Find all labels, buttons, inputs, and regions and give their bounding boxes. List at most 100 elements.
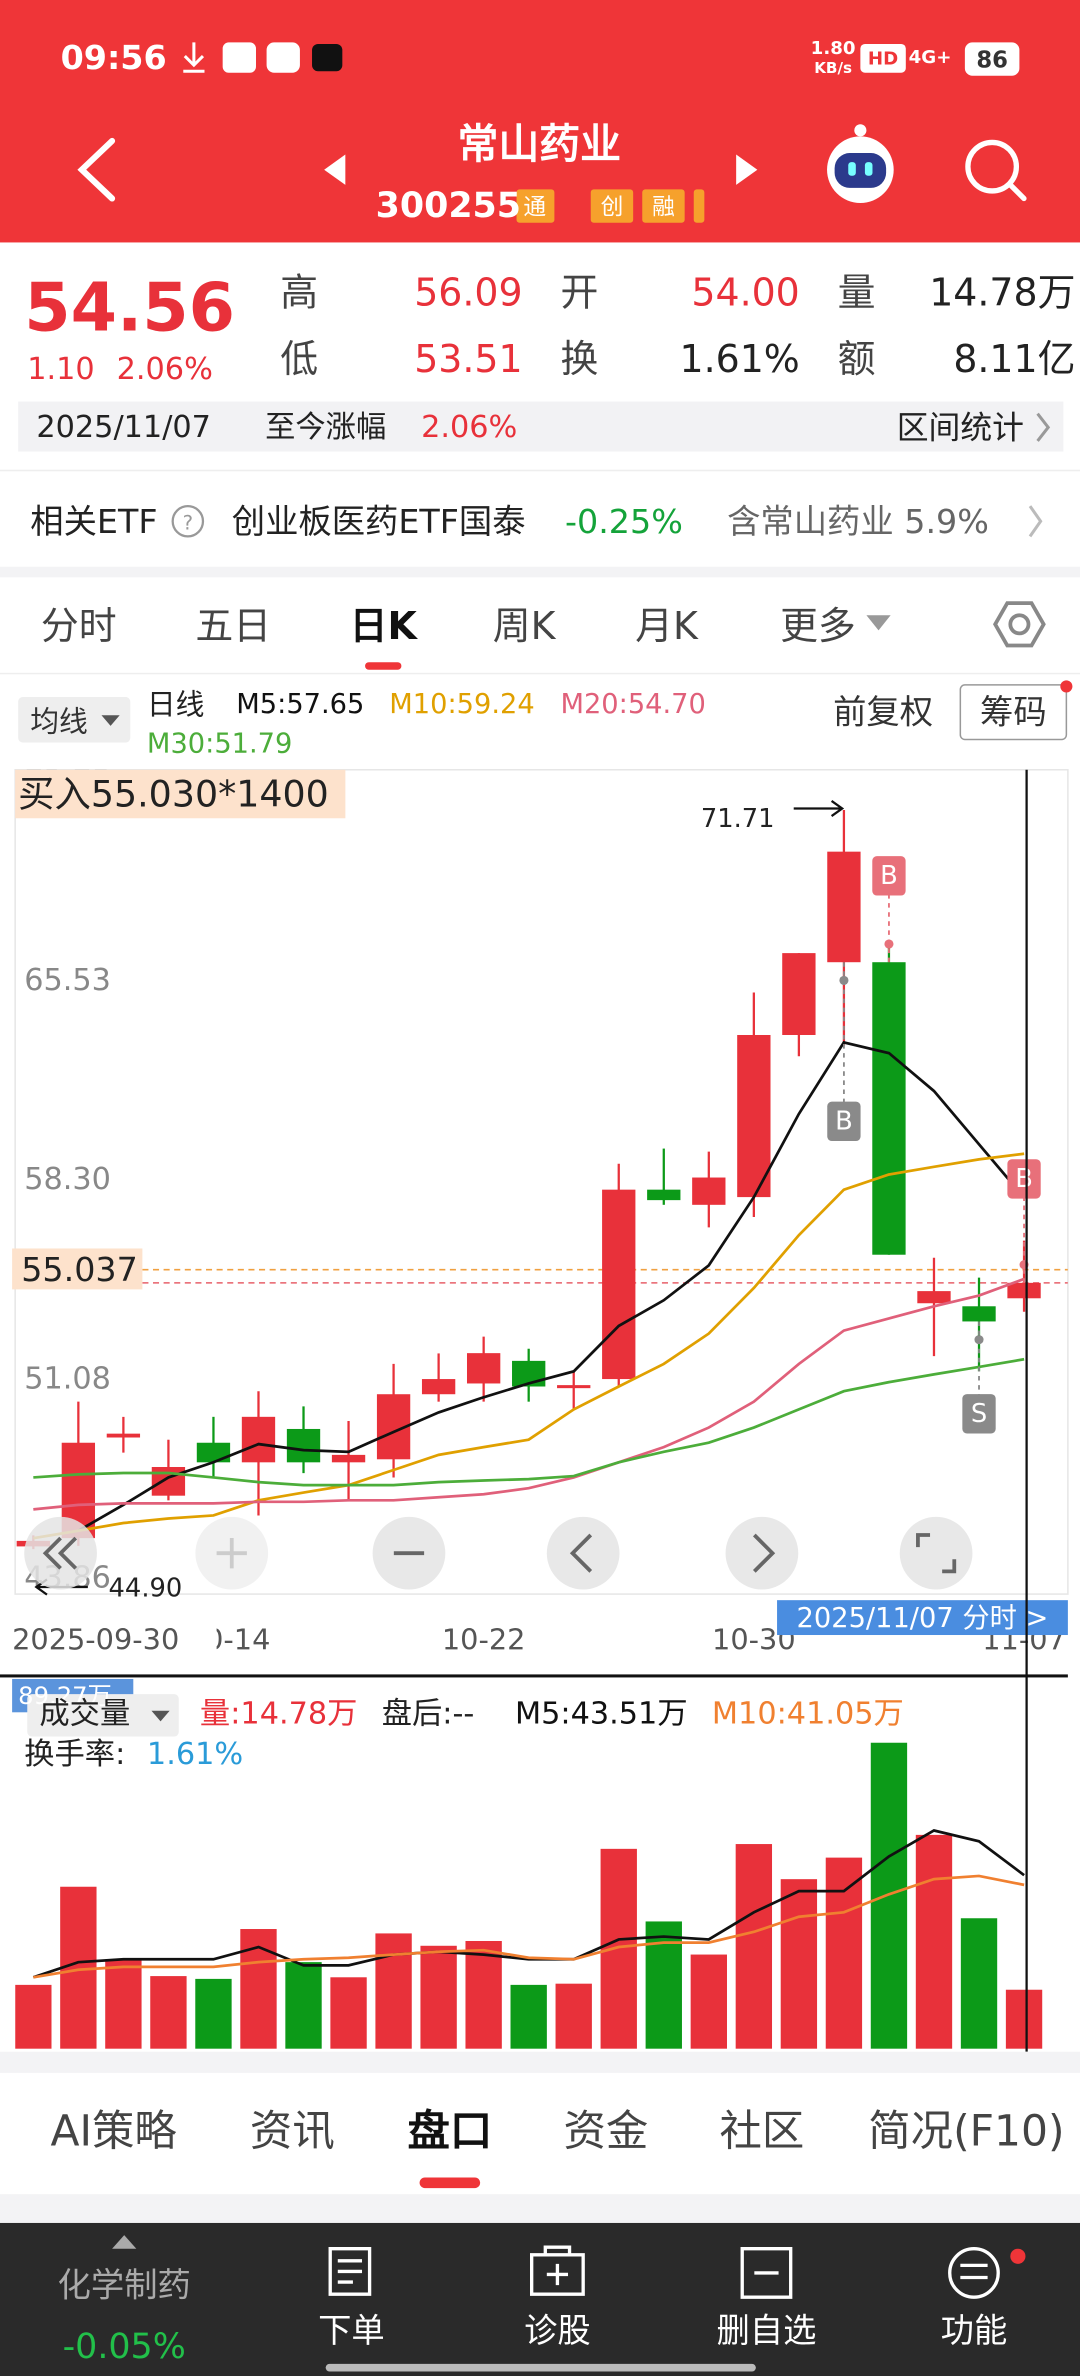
- volume-bar: [195, 1978, 232, 2049]
- selector-arrow: [101, 715, 120, 726]
- candle-body: [196, 1442, 231, 1463]
- volume-bar: [690, 1954, 727, 2049]
- y-tick-label: 58.30: [24, 1162, 111, 1197]
- nav-icons: [328, 2245, 1000, 2299]
- nav-glyphs: [42, 1533, 957, 1574]
- x-tick-label: 10-22: [442, 1623, 526, 1657]
- cost-label: 55.037: [21, 1250, 138, 1289]
- nav-item[interactable]: 下单: [318, 2311, 385, 2350]
- field-label: 量: [838, 270, 876, 314]
- interval-stats[interactable]: 区间统计: [897, 408, 1024, 446]
- candle-body: [466, 1353, 501, 1384]
- legend-entry: M10:59.24: [389, 689, 534, 720]
- candle-body: [421, 1379, 456, 1395]
- candle-body: [647, 1189, 681, 1201]
- info-tab[interactable]: AI策略: [50, 2108, 176, 2157]
- nav-left[interactable]: [546, 1516, 620, 1590]
- candle-body: [737, 1034, 771, 1198]
- marker-box: [827, 1101, 861, 1142]
- net-speed-unit: KB/s: [814, 59, 852, 77]
- next-stock[interactable]: [736, 154, 758, 185]
- bottom-tabs: AI策略 资讯 盘口 资金 社区 简况(F10): [50, 2108, 1064, 2157]
- volume-bar: [555, 1983, 592, 2049]
- volume-legend: M5:43.51万: [515, 1696, 688, 1731]
- candle-body: [692, 1177, 726, 1205]
- field-value: 1.61%: [680, 337, 800, 381]
- net-speed: 1.80: [811, 38, 856, 59]
- trade-marker: B: [1015, 1164, 1033, 1194]
- volume-bar: [780, 1879, 818, 2049]
- etf-change: -0.25%: [565, 502, 683, 541]
- divider: [0, 2051, 1080, 2073]
- volume-bar: [645, 1921, 682, 2049]
- period-tab[interactable]: 更多: [780, 604, 856, 648]
- volume-selector[interactable]: [27, 1694, 179, 1737]
- volume-bar: [600, 1848, 637, 2049]
- info-tab[interactable]: 资金: [563, 2108, 648, 2157]
- legend-entry: M30:51.79: [147, 729, 292, 760]
- nav-fullscreen[interactable]: [899, 1516, 973, 1590]
- chip-button[interactable]: [959, 684, 1068, 741]
- field-value: 53.51: [414, 337, 522, 381]
- volume-bar: [420, 1945, 457, 2049]
- ma-line: [33, 1357, 1025, 1487]
- field-label: 低: [280, 337, 318, 381]
- volume-bar: [465, 1940, 502, 2049]
- after-hours: 盘后:--: [382, 1696, 475, 1731]
- high-label: 71.71: [701, 804, 775, 834]
- back-button[interactable]: [77, 137, 116, 202]
- field-label: 换: [560, 337, 598, 381]
- chevron: [1028, 505, 1043, 538]
- settings-button[interactable]: [992, 601, 1046, 648]
- info-tab[interactable]: 盘口: [407, 2108, 492, 2157]
- prev-stock[interactable]: [324, 154, 346, 185]
- change: 1.10: [27, 352, 94, 387]
- search-button[interactable]: [965, 139, 1027, 202]
- ma-selector[interactable]: [18, 697, 131, 743]
- legend-entry: M20:54.70: [560, 689, 705, 720]
- battery: [964, 42, 1020, 76]
- period-tab[interactable]: 月K: [635, 604, 699, 648]
- kline-labels: 均线 日线 M5:57.65 M10:59.24 M20:54.70 M30:51.79 前…: [12, 688, 1047, 1604]
- etf-name: 创业板医药ETF国泰: [232, 502, 526, 541]
- volume-plot: [15, 1742, 1043, 2049]
- info-tab[interactable]: 资讯: [250, 2108, 335, 2157]
- buy-label: 买入55.030*1400: [18, 773, 329, 816]
- turnover-label: 换手率:: [24, 1737, 125, 1772]
- field-value: 56.09: [414, 270, 522, 314]
- stock-tag: 通: [523, 195, 546, 221]
- period-tab[interactable]: 周K: [493, 604, 557, 648]
- selector-arrow: [151, 1710, 170, 1722]
- trade-marker: B: [835, 1106, 853, 1136]
- nav-item[interactable]: 删自选: [716, 2311, 816, 2350]
- stock-name: 常山药业: [457, 120, 621, 168]
- period-tab[interactable]: 分时: [41, 604, 117, 648]
- adjust-button[interactable]: 前复权: [833, 693, 933, 732]
- info-tab[interactable]: 社区: [720, 2108, 805, 2157]
- field-label: 额: [838, 337, 876, 381]
- battery-level: 86: [976, 48, 1008, 74]
- period-tab[interactable]: 日K: [350, 604, 419, 648]
- ma-selector-label: 均线: [30, 704, 88, 738]
- volume-legend: M10:41.05万: [712, 1696, 904, 1731]
- more-arrow: [866, 615, 891, 631]
- candle-body: [917, 1291, 951, 1304]
- volume-bar: [960, 1918, 998, 2049]
- info-tab[interactable]: 简况(F10): [868, 2108, 1064, 2157]
- volume-title: 成交量: [39, 1696, 130, 1731]
- x-tick-label: 2025-09-30: [12, 1623, 179, 1657]
- trade-marker: S: [971, 1399, 987, 1429]
- nav-right[interactable]: [725, 1516, 799, 1590]
- help-icon[interactable]: [171, 504, 205, 538]
- ai-assistant[interactable]: [827, 124, 894, 204]
- period-tab[interactable]: 五日: [195, 604, 271, 648]
- marker-box: [962, 1394, 996, 1434]
- ma-line: [33, 1152, 1025, 1540]
- nav-item[interactable]: 功能: [941, 2311, 1008, 2350]
- volume-bar: [735, 1844, 773, 2049]
- candle-body: [557, 1385, 591, 1389]
- nav-item[interactable]: 诊股: [524, 2311, 591, 2350]
